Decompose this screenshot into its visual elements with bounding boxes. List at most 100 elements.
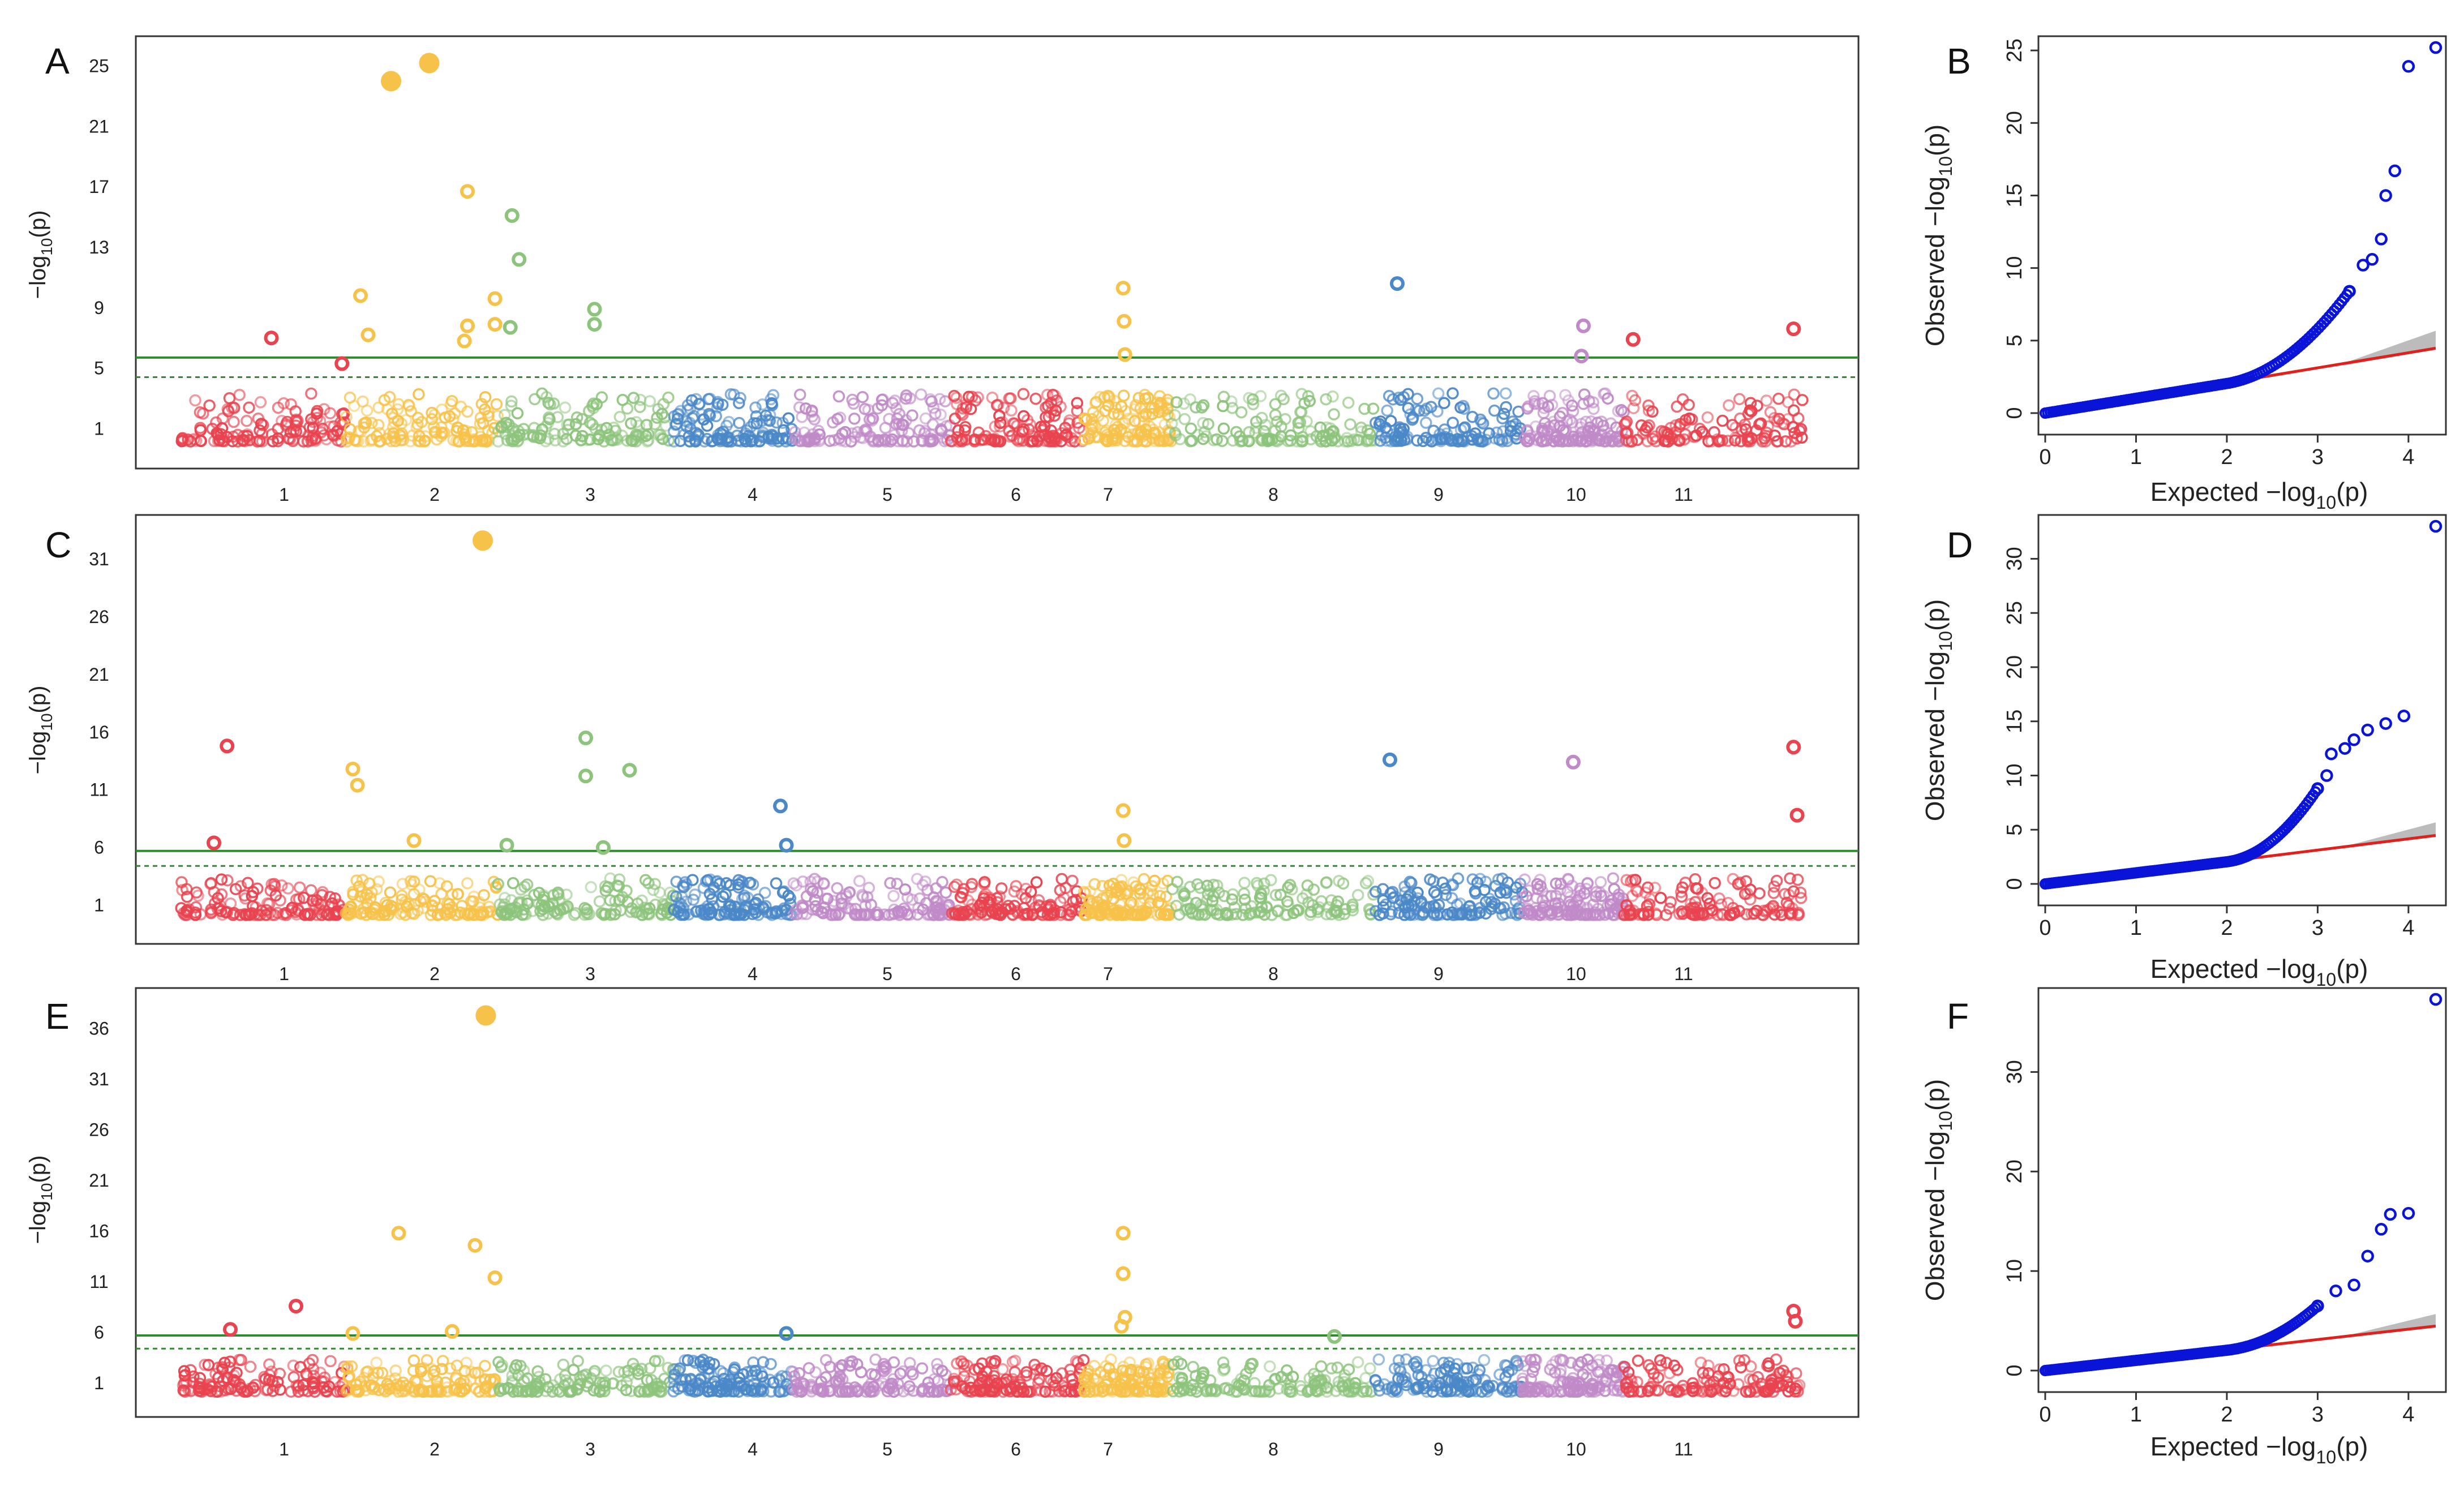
snp-point (1178, 397, 1190, 410)
snp-point (194, 1382, 207, 1395)
snp-point (1562, 873, 1574, 886)
chromosome-label: 9 (1433, 964, 1444, 984)
snp-point (237, 433, 250, 446)
snp-point (728, 388, 740, 401)
snp-point (745, 1364, 758, 1377)
snp-point (1759, 435, 1772, 448)
y-tick-label: 21 (89, 116, 109, 136)
snp-point (1792, 412, 1805, 425)
snp-point (1237, 1382, 1250, 1395)
snp-point (1461, 1362, 1474, 1375)
snp-point (1526, 1365, 1539, 1378)
snp-point (856, 390, 869, 403)
snp-point (1688, 1381, 1700, 1394)
snp-point (891, 878, 903, 890)
snp-point (1071, 397, 1084, 409)
snp-point (1398, 900, 1410, 912)
snp-point (1209, 1385, 1222, 1398)
snp-point (1308, 1368, 1320, 1380)
snp-point (511, 407, 524, 420)
y-tick-label: 1 (94, 895, 104, 916)
snp-point (1103, 879, 1116, 892)
snp-point (177, 435, 190, 448)
snp-point (221, 874, 234, 887)
snp-point (1003, 392, 1015, 405)
snp-point (261, 897, 274, 910)
snp-point (612, 1365, 625, 1378)
snp-point (758, 886, 771, 899)
qq-points (2040, 993, 2442, 1376)
snp-point (868, 1385, 880, 1398)
snp-cloud (175, 387, 1809, 448)
snp-point (639, 874, 652, 887)
snp-point (813, 428, 826, 441)
snp-point (308, 1385, 321, 1398)
snp-point (1457, 400, 1470, 413)
snp-hit-point (419, 53, 440, 74)
snp-hit-point (360, 327, 376, 342)
snp-point (1450, 1384, 1463, 1396)
snp-point (976, 1384, 989, 1397)
snp-point (1245, 900, 1257, 913)
snp-hit-point (779, 838, 794, 853)
snp-point (1333, 875, 1345, 887)
snp-point (1517, 1355, 1529, 1368)
snp-point (1499, 1371, 1512, 1384)
snp-point (272, 423, 285, 435)
snp-point (1393, 1362, 1406, 1375)
snp-hit-point (1576, 318, 1591, 333)
snp-point (1716, 909, 1729, 921)
snp-point (1107, 1371, 1120, 1383)
snp-point (526, 905, 539, 917)
snp-point (196, 407, 209, 420)
snp-point (479, 1373, 492, 1386)
snp-point (1383, 389, 1396, 402)
snp-point (1607, 1384, 1620, 1397)
snp-point (306, 1354, 319, 1367)
snp-point (275, 879, 288, 892)
snp-point (1428, 433, 1441, 446)
snp-point (1675, 890, 1688, 903)
snp-point (1785, 435, 1797, 448)
snp-point (1085, 413, 1098, 426)
chromosome-label: 4 (748, 1439, 758, 1459)
snp-point (1298, 397, 1311, 410)
snp-point (924, 432, 937, 445)
snp-point (479, 1382, 492, 1395)
snp-point (1217, 1356, 1230, 1369)
chromosome-label: 8 (1268, 1439, 1278, 1459)
snp-point (668, 435, 680, 448)
snp-cloud (175, 872, 1808, 921)
snp-point (1795, 892, 1808, 904)
snp-point (478, 403, 491, 416)
snp-point (407, 1354, 420, 1367)
snp-point (1702, 1367, 1715, 1380)
snp-point (362, 1365, 374, 1378)
snp-point (439, 411, 452, 424)
snp-point (1080, 414, 1093, 426)
snp-point (857, 890, 869, 903)
snp-point (1359, 1372, 1372, 1385)
snp-hit-point (220, 738, 235, 754)
snp-point (187, 1370, 200, 1383)
y-tick-label: 17 (89, 177, 109, 197)
snp-point (818, 901, 831, 914)
snp-point (1351, 433, 1364, 446)
snp-point (886, 908, 898, 921)
snp-point (1025, 435, 1038, 448)
snp-point (477, 907, 490, 919)
snp-point (380, 432, 393, 445)
snp-point (1035, 1362, 1048, 1375)
snp-point (904, 1356, 916, 1369)
snp-point (1402, 388, 1414, 401)
snp-point (305, 387, 317, 400)
snp-point (1796, 394, 1809, 406)
snp-point (590, 398, 603, 411)
snp-point (254, 396, 267, 409)
snp-point (581, 1380, 594, 1393)
snp-point (1346, 899, 1359, 911)
snp-point (533, 887, 546, 899)
qq-point (2384, 1208, 2397, 1221)
snp-point (626, 435, 639, 448)
